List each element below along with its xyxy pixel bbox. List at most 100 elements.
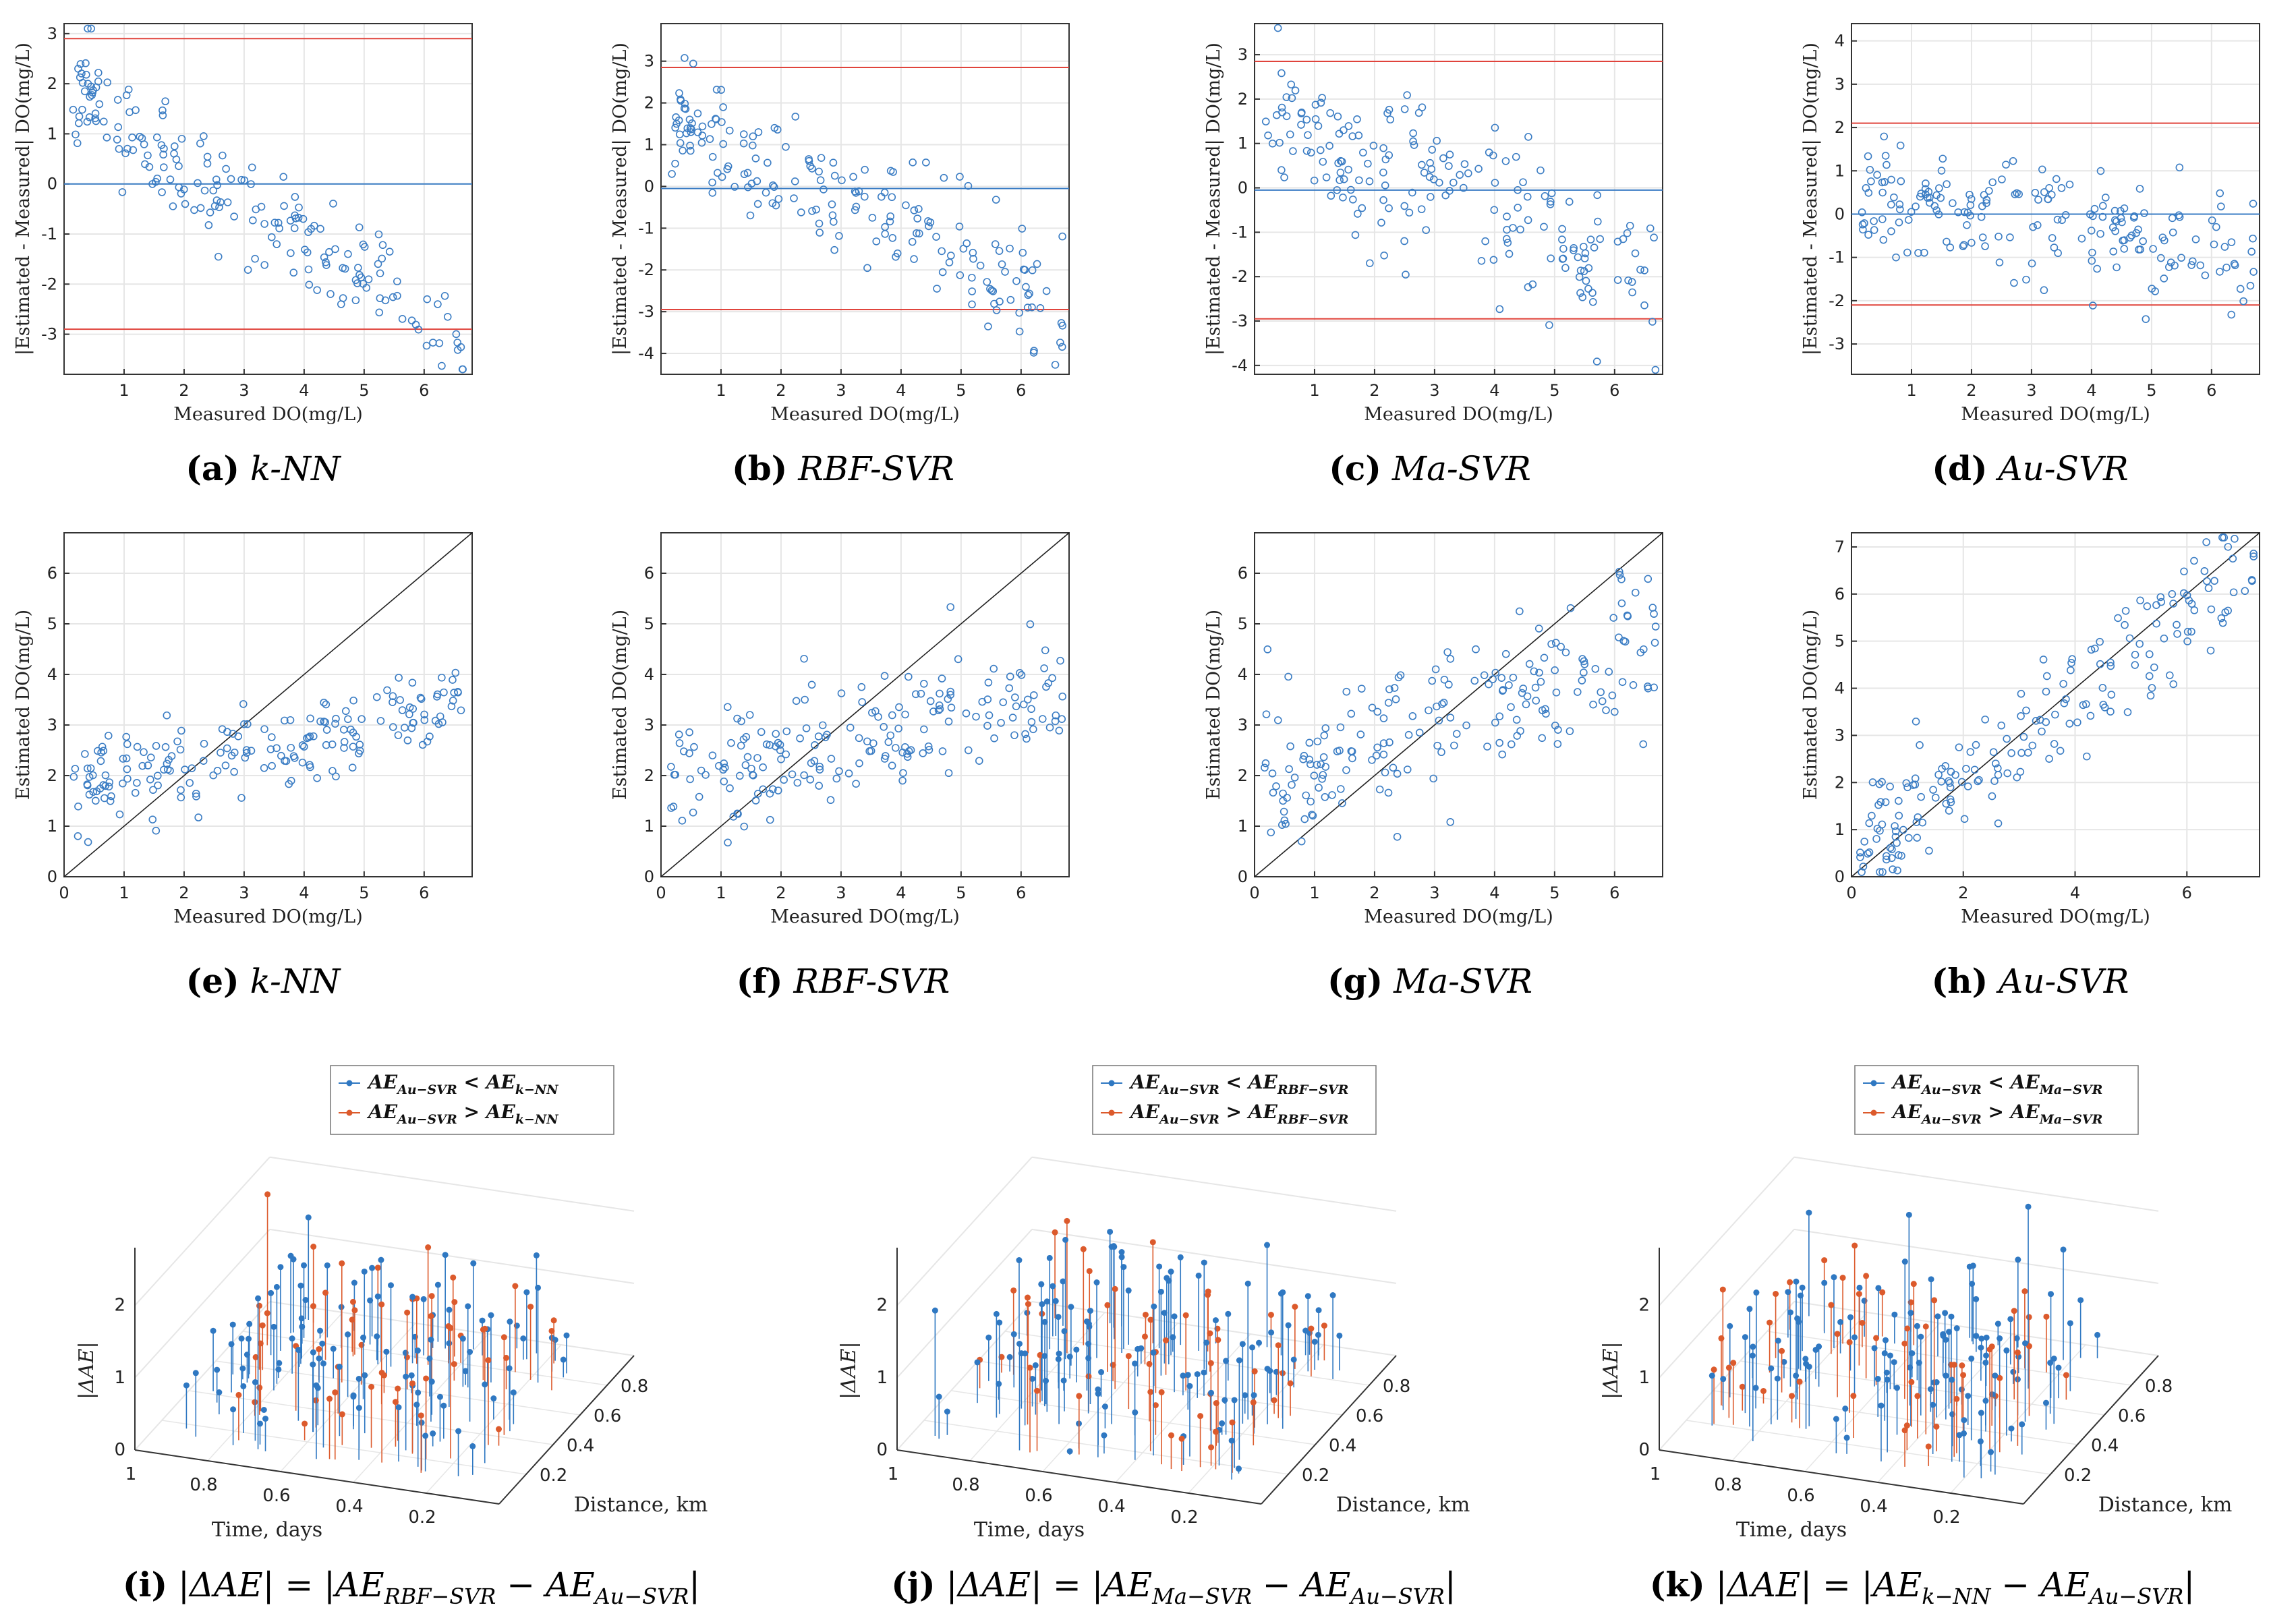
data-point [1574,688,1582,696]
data-point [457,706,465,715]
x-tick-label: 5 [1549,381,1559,400]
data-point [780,776,788,784]
data-point [353,279,362,287]
stem-marker [1101,1432,1108,1439]
data-point [2196,261,2205,270]
stem-marker [510,1389,517,1396]
stem-marker [1315,1331,1321,1338]
stem-marker [996,1381,1002,1387]
data-point [2061,211,2070,219]
stem-marker [1856,1291,1862,1298]
stem-marker [1750,1343,1756,1350]
y-tick-label: -1 [1232,223,1248,241]
data-point [196,139,204,148]
data-point [2098,684,2107,692]
data-point [753,754,762,762]
stem-marker [252,1379,258,1385]
x-tick-label: 1 [119,381,129,400]
data-point [815,782,824,790]
z-tick-label: 2 [876,1296,888,1316]
data-point [1021,730,1029,738]
data-point [132,106,140,115]
data-point [398,315,407,323]
stem-marker [1752,1385,1759,1391]
data-point [1449,178,1458,187]
x-tick-label: 4 [896,381,906,400]
data-point [1044,679,1053,687]
data-point [1334,159,1342,167]
stem-marker [1816,1343,1822,1350]
data-point [438,673,446,682]
data-point [1966,211,1974,220]
data-point [1347,709,1356,718]
stem-marker [1264,1242,1271,1248]
data-point [1302,791,1310,800]
stem-marker [1982,1359,1989,1366]
data-point [1431,665,1440,674]
data-point [1287,80,1296,89]
data-point [2246,281,2255,290]
data-point [801,695,809,704]
data-point [348,763,357,772]
stem-marker [1719,1286,1726,1293]
data-point [934,706,943,714]
stem-marker [413,1401,420,1408]
stem-marker [330,1345,337,1352]
caption-a: (a) k-NN [185,448,341,488]
data-point [1534,625,1543,633]
data-point [1015,308,1023,317]
data-point [910,206,919,214]
data-point [1937,167,1946,175]
stem-marker [1256,1339,1263,1346]
data-point [1998,175,2006,183]
stem-marker [1793,1372,1800,1379]
data-point [1592,357,1601,366]
data-point [291,214,300,223]
data-point [121,149,130,158]
stem-marker [1118,1249,1125,1256]
stem-marker [374,1333,380,1340]
data-point [300,743,308,751]
data-point [846,724,855,732]
data-point [1377,219,1385,227]
data-point [2119,236,2127,245]
data-point [1608,691,1617,699]
stem-marker [548,1327,555,1334]
data-point [230,212,238,221]
stem-marker [1222,1397,1228,1403]
data-point [75,112,84,121]
stem-marker [1973,1296,1980,1302]
data-point [1611,707,1619,716]
data-point [1394,673,1403,682]
stem-marker [1329,1292,1336,1299]
stem-marker [322,1289,329,1296]
data-point [1379,750,1388,759]
data-point [963,239,971,248]
data-point [2032,717,2040,725]
data-point [706,135,714,143]
data-point [1576,289,1584,297]
data-point [1489,256,1498,264]
y-tick-label: -2 [638,260,654,279]
stem-marker [235,1391,242,1398]
data-point [176,745,185,754]
data-point [1624,276,1632,285]
legend-entry: AEAu−SVR < AEMa−SVR [1891,1071,2102,1097]
data-point [1619,235,1628,243]
data-point [1648,318,1657,326]
data-point [104,732,113,740]
data-point [94,77,103,86]
data-point [1336,723,1345,732]
y-axis-label: |Estimated - Measured| DO(mg/L) [1800,42,1821,355]
data-point [1551,639,1560,647]
data-point [868,214,877,222]
data-point [922,158,930,167]
y-tick-label: 4 [644,665,654,684]
data-point [2231,261,2239,270]
data-point [838,176,846,185]
data-point [1547,189,1556,198]
stem-marker [1043,1377,1050,1384]
data-point [1319,753,1328,761]
data-point [436,712,444,721]
legend-marker [346,1109,353,1116]
